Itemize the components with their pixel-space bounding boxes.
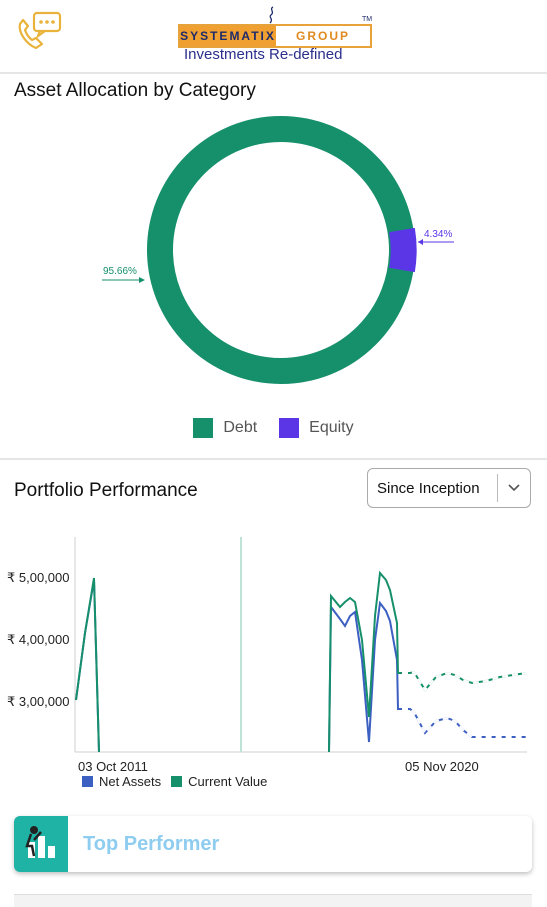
legend-swatch-equity [279,418,300,438]
legend-label-net-assets: Net Assets [99,774,162,789]
y-tick-label: ₹ 3,00,000 [7,694,70,709]
period-dropdown-value: Since Inception [377,479,480,497]
logo-box: SYSTEMATIX GROUP [178,24,372,48]
allocation-donut-chart: 4.34% 95.66% [0,112,547,412]
debt-percent-label: 95.66% [103,266,137,277]
next-card-edge [14,894,532,907]
y-tick-label: ₹ 4,00,000 [7,632,70,647]
donut-slice-equity[interactable] [389,227,417,273]
legend-item-net-assets[interactable]: Net Assets [82,774,161,789]
series-line-current-value [75,570,527,753]
legend-swatch-debt [193,418,214,438]
legend-swatch-net-assets [82,776,93,787]
legend-item-equity[interactable]: Equity [279,418,354,438]
performance-legend: Net Assets Current Value [82,774,267,789]
series-overlay-dash-net [398,708,526,738]
equity-percent-label: 4.34% [424,229,452,240]
period-dropdown[interactable]: Since Inception [367,468,531,508]
x-tick-label-end: 05 Nov 2020 [405,759,479,774]
legend-item-debt[interactable]: Debt [193,418,257,438]
allocation-title: Asset Allocation by Category [14,80,256,101]
series-line-net-assets [75,579,526,753]
debt-leader-arrow [139,277,145,283]
legend-label-debt: Debt [223,419,258,436]
company-logo: SYSTEMATIX GROUP TM Investments Re-defin… [178,6,372,66]
legend-swatch-current-value [171,776,183,787]
top-performer-card[interactable]: Top Performer [14,816,532,872]
series-overlay-dash-current [398,670,527,692]
logo-tagline: Investments Re-defined [184,46,343,63]
top-performer-icon [14,816,68,872]
legend-label-current-value: Current Value [188,774,268,789]
phone-chat-icon[interactable] [14,10,64,54]
section-divider [0,458,547,460]
y-tick-label: ₹ 5,00,000 [7,570,70,585]
x-tick-label-start: 03 Oct 2011 [78,759,148,774]
performance-title: Portfolio Performance [14,480,198,501]
top-performer-title: Top Performer [83,833,220,855]
performance-line-chart: ₹ 5,00,000 ₹ 4,00,000 ₹ 3,00,000 03 Oct … [7,537,527,774]
allocation-legend: Debt Equity [0,418,547,438]
legend-label-equity: Equity [309,419,354,436]
logo-trademark: TM [362,16,373,23]
logo-right-text: GROUP [276,26,370,46]
legend-item-current-value[interactable]: Current Value [171,774,267,789]
dropdown-separator [496,474,498,502]
logo-swirl-icon [269,6,274,24]
equity-leader-arrow [418,239,423,245]
logo-left-text: SYSTEMATIX [180,26,276,46]
app-header: SYSTEMATIX GROUP TM Investments Re-defin… [0,0,547,74]
chevron-down-icon[interactable] [498,484,530,492]
donut-slice-debt[interactable] [147,116,415,384]
